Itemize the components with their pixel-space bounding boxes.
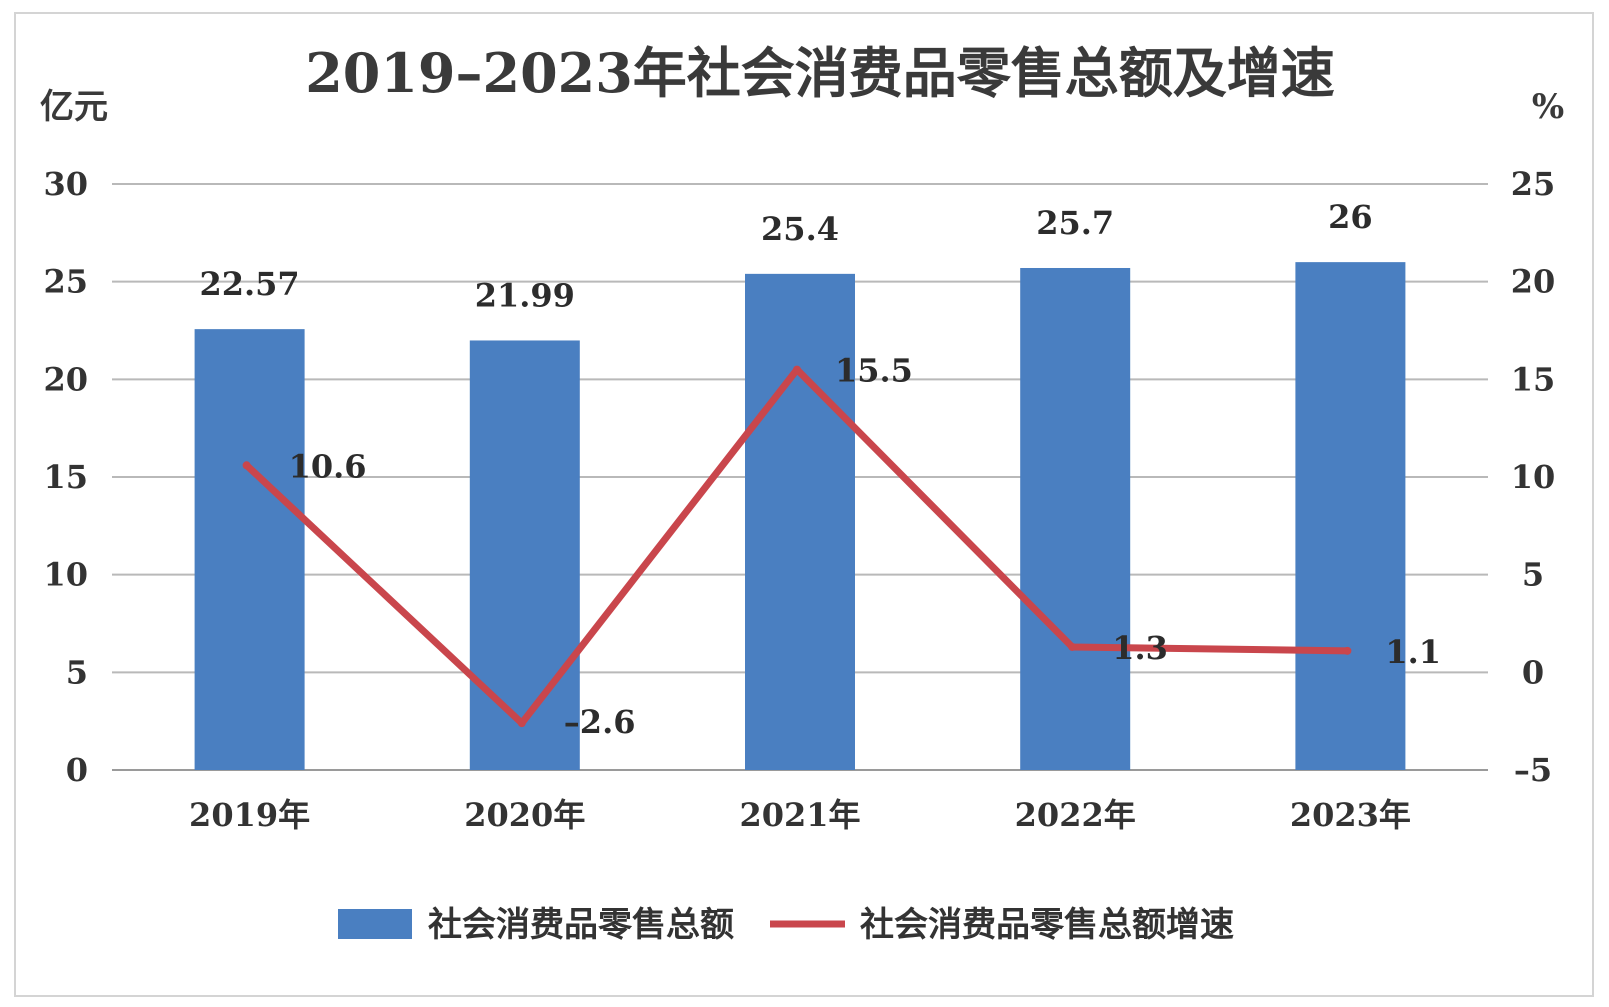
x-tick-label: 2020年 [464, 796, 585, 834]
x-tick-label: 2019年 [189, 796, 310, 834]
line-point [1068, 642, 1077, 651]
chart-title: 2019–2023年社会消费品零售总额及增速 [305, 41, 1335, 105]
right-tick-label: 20 [1511, 263, 1556, 301]
right-tick-label: 5 [1522, 556, 1544, 594]
right-axis-ticks: –5 0 5 10 15 20 25 [1511, 165, 1556, 789]
left-tick-label: 15 [43, 458, 88, 496]
bar [1020, 267, 1131, 770]
bar-series: 22.57 21.99 25.4 25.7 26 [194, 198, 1406, 770]
line-series: 10.6 –2.6 15.5 1.3 1.1 [242, 352, 1441, 741]
left-tick-label: 25 [43, 263, 88, 301]
left-axis-ticks: 0 5 10 15 20 25 30 [43, 165, 88, 789]
right-axis-unit: % [1532, 87, 1564, 127]
bar-data-label: 25.7 [1036, 204, 1114, 242]
bar [1295, 262, 1406, 770]
line-data-label: –2.6 [564, 703, 636, 741]
left-tick-label: 30 [43, 165, 88, 203]
bar-data-label: 26 [1328, 198, 1373, 236]
line-data-label: 10.6 [289, 447, 367, 485]
bar [194, 329, 305, 770]
bar-data-label: 22.57 [199, 265, 299, 303]
x-tick-label: 2022年 [1015, 796, 1136, 834]
right-tick-label: 15 [1511, 360, 1556, 398]
bar-data-label: 25.4 [761, 210, 839, 248]
legend-bar-label: 社会消费品零售总额 [428, 905, 734, 945]
bar [469, 340, 580, 770]
line-data-label: 1.3 [1112, 629, 1168, 667]
line-data-label: 15.5 [835, 352, 913, 390]
bar [745, 273, 855, 770]
line-point [1343, 646, 1352, 655]
x-tick-label: 2021年 [739, 796, 860, 834]
legend-bar-swatch [338, 909, 412, 939]
left-tick-label: 20 [43, 360, 88, 398]
left-axis-unit: 亿元 [40, 87, 108, 127]
right-tick-label: 0 [1522, 653, 1544, 691]
x-axis-labels: 2019年 2020年 2021年 2022年 2023年 [189, 796, 1411, 834]
line-point [793, 365, 801, 374]
bar-data-label: 21.99 [475, 276, 575, 314]
legend: 社会消费品零售总额 社会消费品零售总额增速 [338, 905, 1234, 945]
line-data-label: 1.1 [1385, 633, 1441, 671]
line-point [242, 461, 251, 470]
left-tick-label: 10 [43, 556, 88, 594]
right-tick-label: 25 [1511, 165, 1556, 203]
line-point [517, 719, 526, 728]
left-tick-label: 0 [66, 751, 88, 789]
right-tick-label: 10 [1511, 458, 1556, 496]
legend-line-label: 社会消费品零售总额增速 [860, 905, 1234, 945]
left-tick-label: 5 [66, 653, 88, 691]
x-tick-label: 2023年 [1290, 796, 1411, 834]
right-tick-label: –5 [1514, 751, 1552, 789]
